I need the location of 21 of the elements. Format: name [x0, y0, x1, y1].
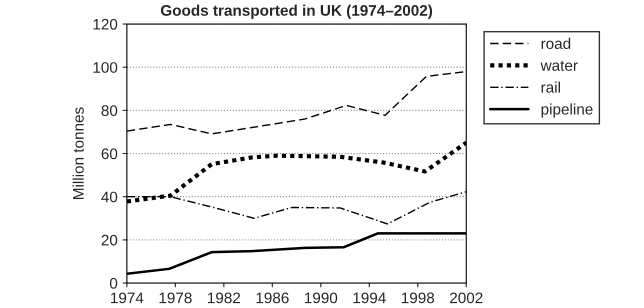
x-tick-label: 1974	[111, 292, 144, 304]
x-tick-label: 2002	[450, 292, 482, 304]
x-tick-label: 1998	[402, 292, 434, 304]
legend-label: rail	[542, 82, 560, 93]
y-tick-label: 120	[94, 18, 118, 30]
legend-label: water	[540, 60, 578, 71]
y-tick-label: 80	[102, 105, 118, 116]
y-tick-label: 40	[101, 192, 118, 202]
x-tick-label: 1986	[256, 292, 289, 304]
x-tick-label: 1994	[353, 292, 386, 304]
y-axis-title: Million tonnes	[72, 107, 84, 199]
legend-label: road	[542, 38, 570, 49]
chart-title: Goods transported in UK (1974–2002)	[160, 4, 432, 19]
x-tick-label: 1982	[208, 292, 240, 304]
y-tick-label: 0	[110, 278, 118, 289]
legend-label: pipeline	[542, 103, 593, 118]
y-tick-label: 100	[94, 62, 118, 73]
y-tick-label: 20	[102, 234, 118, 246]
y-tick-label: 60	[102, 148, 118, 160]
x-tick-label: 1978	[160, 292, 192, 304]
x-tick-label: 1990	[304, 292, 338, 304]
